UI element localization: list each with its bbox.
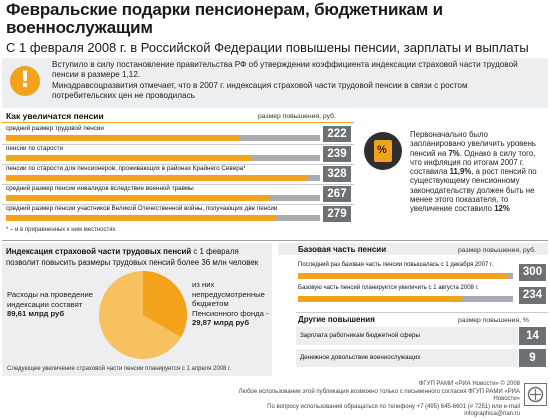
top-note-panel (2, 58, 548, 108)
pie-left-value: 89,61 млрд руб (7, 309, 65, 318)
base-pension-units: размер повышения, руб. (458, 247, 536, 254)
document-icon: % (374, 140, 392, 162)
indexation-subtitle: позволит повысить размеры трудовых пенси… (6, 258, 259, 267)
pension-row-bar (6, 215, 276, 221)
other-row-value: 14 (519, 327, 546, 345)
base-row-value: 300 (519, 264, 546, 281)
side-note: Первоначально было запланировано увеличи… (410, 130, 544, 214)
pension-row-bar (6, 175, 307, 181)
base-row-label: Последний раз базовая часть пенсии повыш… (298, 262, 494, 268)
side-note-pct3: 12% (494, 204, 510, 214)
indexation-title: Индексация страховой части трудовых пенс… (6, 247, 239, 256)
percent-icon-label: % (377, 144, 387, 156)
ria-logo-graphic (527, 386, 544, 403)
indexation-title-tail: с 1 февраля (191, 247, 239, 256)
pie-left-label: Расходы на проведение индексации составя… (7, 290, 97, 319)
base-pension-title: Базовая часть пенсии (298, 245, 387, 254)
pie-right-text: из них непредусмотренные бюджетом Пенсио… (192, 280, 269, 318)
pension-row-divider (2, 204, 354, 205)
indexation-pie (98, 271, 187, 359)
base-row-value: 234 (519, 287, 546, 304)
other-row-label: Денежное довольствие военнослужащих (300, 354, 421, 361)
pension-row-bar (6, 135, 240, 141)
other-title: Другие повышения (298, 315, 375, 324)
footer-copyright: ФГУП РАМИ «РИА Новости» © 2008 (418, 381, 520, 387)
other-divider (296, 312, 548, 313)
footer: ФГУП РАМИ «РИА Новости» © 2008 Любое исп… (230, 381, 520, 419)
pie-left-text: Расходы на проведение индексации составя… (7, 290, 94, 309)
pension-row-label: средний размер пенсии участников Великой… (6, 205, 278, 212)
pension-row-divider (2, 184, 354, 185)
top-note-p2: Минздравсоцразвития отмечает, что в 2007… (52, 81, 468, 100)
side-note-t3: , а рост пенсий по существующему пенсион… (410, 167, 537, 214)
other-row-label: Зарплата работникам бюджетной сферы (300, 332, 421, 339)
pension-row-bar (6, 195, 269, 201)
pensions-units: размер повышения, руб. (258, 113, 336, 120)
other-units: размер повышения, % (458, 317, 529, 324)
page-subtitle: С 1 февраля 2008 г. в Российской Федерац… (6, 40, 529, 55)
other-row-bg (296, 327, 518, 345)
pension-row-divider (2, 164, 354, 165)
pension-row-value: 222 (323, 126, 351, 142)
document-percent-icon: % (364, 132, 402, 170)
pie-slice-unbudgeted (143, 271, 187, 337)
pension-row-value: 328 (323, 166, 351, 182)
pie-right-value: 29,87 млрд руб (192, 318, 250, 327)
pension-row-label: средний размер пенсии инвалидов вследств… (6, 185, 194, 192)
top-note-text: Вступило в силу постановление правительс… (52, 60, 522, 102)
pension-row-label: средний размер трудовой пенсии (6, 125, 104, 132)
section-divider (2, 240, 548, 241)
base-row-label: Базовую часть пенсий планируется увеличи… (298, 285, 479, 291)
side-note-t1: Первоначально было запланировано увеличи… (410, 130, 536, 158)
other-row-value: 9 (519, 349, 546, 367)
pensions-footnote: * – и в приравненных к ним местностях (6, 227, 116, 233)
indexation-title-bold: Индексация страховой части трудовых пенс… (6, 247, 192, 256)
pension-row-label: пенсии по старости для пенсионеров, прож… (6, 165, 246, 172)
top-note-p1: Вступило в силу постановление правительс… (52, 60, 518, 79)
footer-contact: По вопросу использования обращаться по т… (267, 403, 520, 418)
pension-row-divider (2, 144, 354, 145)
pension-row-value: 239 (323, 146, 351, 162)
base-row-bar (298, 273, 507, 279)
base-row-bar (298, 296, 461, 302)
pie-right-label: из них непредусмотренные бюджетом Пенсио… (192, 280, 272, 328)
side-note-pct2: 11,9% (449, 167, 472, 177)
footer-rights: Любое использование этой публикации возм… (238, 388, 520, 403)
ria-logo-icon (524, 383, 547, 406)
other-row-bg (296, 349, 518, 367)
indexation-note: Следующее увеличение страховой части пен… (7, 366, 232, 372)
side-note-t2: . Однако в силу того, что инфляция по ит… (410, 148, 536, 177)
page-title: Февральские подарки пенсионерам, бюджетн… (6, 0, 443, 37)
pension-row-value: 267 (323, 186, 351, 202)
pension-row-label: пенсии по старости (6, 145, 64, 152)
pension-row-value: 279 (323, 206, 351, 222)
pensions-title: Как увеличатся пенсии (6, 111, 104, 121)
pension-row-bar (6, 155, 251, 161)
exclamation-icon: ! (10, 66, 40, 96)
side-note-pct1: 7% (448, 148, 460, 158)
pensions-header-line (2, 122, 354, 123)
base-pension-header (278, 243, 548, 255)
